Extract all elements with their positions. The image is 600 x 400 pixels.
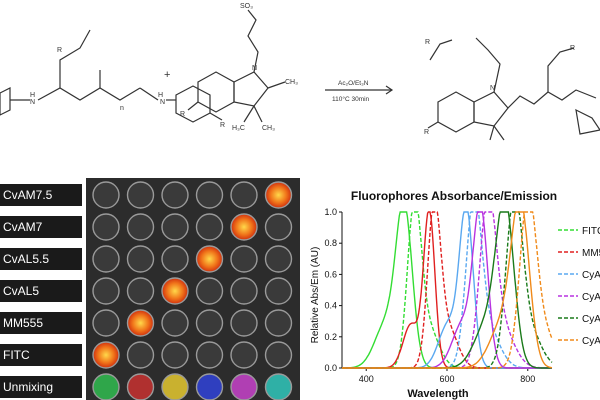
well-plate-panel: CvAM7.5 CvAM7 CvAL5.5 CvAL5 MM555 FITC U…	[0, 178, 300, 400]
unmixing-well	[161, 373, 189, 400]
signal-well	[195, 245, 224, 273]
unmixing-well	[230, 373, 258, 400]
scheme-ch3-b: CH₃	[262, 125, 275, 132]
x-tick-label: 400	[359, 374, 374, 384]
x-tick-label: 600	[439, 374, 454, 384]
x-axis-label: Wavelength	[407, 388, 469, 400]
y-tick-label: 0.8	[324, 238, 337, 248]
well	[264, 213, 293, 241]
row-label-mm555: MM555	[0, 312, 82, 334]
well	[264, 277, 293, 305]
scheme-atom-R4: R	[425, 39, 430, 46]
well	[161, 213, 189, 241]
well	[92, 181, 120, 209]
scheme-atom-R5: R	[570, 45, 575, 52]
chart-title: Fluorophores Absorbance/Emission	[351, 189, 557, 203]
well	[92, 245, 120, 273]
scheme-conditions: 110°C 30min	[332, 95, 370, 103]
sulfobutyl-chain	[247, 9, 259, 73]
well	[195, 309, 224, 337]
y-tick-label: 0.0	[324, 363, 337, 373]
spectra-chart: Fluorophores Absorbance/Emission Relativ…	[310, 189, 600, 400]
scheme-so3: SO₃	[240, 3, 253, 10]
signal-well	[161, 277, 189, 305]
legend-label: CyAL	[582, 292, 600, 303]
well	[230, 181, 258, 209]
well	[92, 309, 120, 337]
scheme-atom-R6: R	[424, 129, 429, 136]
well	[195, 341, 224, 369]
signal-well	[92, 341, 120, 369]
well	[195, 213, 224, 241]
scheme-reagents: Ac₂O/Et₃N	[338, 80, 369, 87]
well	[126, 245, 155, 273]
well	[161, 309, 189, 337]
left-phenyl-ring	[0, 87, 11, 116]
y-tick-label: 0.6	[324, 269, 337, 279]
unmixing-well	[92, 373, 120, 400]
scheme-atom-H: H	[30, 92, 35, 99]
well	[126, 181, 155, 209]
legend-label: FITC	[582, 226, 600, 237]
well	[264, 245, 293, 273]
scheme-atom-R2: R	[220, 122, 225, 129]
y-axis-label: Relative Abs/Em (AU)	[310, 247, 321, 344]
legend-label: CyAL	[582, 270, 600, 281]
well	[230, 277, 258, 305]
y-tick-label: 0.4	[324, 301, 337, 311]
legend-label: CyAM	[582, 314, 600, 325]
well	[161, 341, 189, 369]
chart-curves	[342, 211, 553, 369]
scheme-h3c: H₃C	[232, 125, 245, 132]
scheme-atom-N2: N	[160, 99, 165, 106]
row-label-cval5-5: CvAL5.5	[0, 248, 82, 270]
row-label-fitc: FITC	[0, 344, 82, 366]
well	[126, 341, 155, 369]
well	[161, 181, 189, 209]
y-tick-label: 1.0	[324, 207, 337, 217]
emission-curve	[342, 211, 553, 369]
scheme-plus: +	[164, 69, 170, 81]
scheme-atom-R: R	[57, 47, 62, 54]
chart-legend: FITC MM55 CyAL CyAL CyAM CyAM	[558, 226, 600, 347]
well-plate-background	[86, 178, 300, 400]
scheme-ch3-a: CH₃	[285, 79, 298, 86]
well	[126, 213, 155, 241]
well	[230, 309, 258, 337]
row-label-cvam7: CvAM7	[0, 216, 82, 238]
unmixing-well	[264, 373, 293, 400]
product-indole-benzene	[437, 91, 475, 133]
legend-label: CyAM	[582, 336, 600, 347]
unmixing-well	[126, 373, 155, 400]
y-tick-label: 0.2	[324, 332, 337, 342]
well	[92, 213, 120, 241]
well	[92, 277, 120, 305]
well	[161, 245, 189, 273]
scheme-atom-Nplus2: N	[490, 85, 495, 92]
well	[230, 245, 258, 273]
unmixing-well	[195, 373, 224, 400]
signal-well	[126, 309, 155, 337]
scheme-atom-R3: R	[180, 111, 185, 118]
well-grid	[92, 181, 293, 400]
well	[230, 341, 258, 369]
row-label-cval5: CvAL5	[0, 280, 82, 302]
signal-well	[230, 213, 258, 241]
well	[126, 277, 155, 305]
scheme-atom-H2: H	[158, 92, 163, 99]
absorbance-curve	[342, 211, 552, 369]
legend-label: MM55	[582, 248, 600, 259]
scheme-atom-N: N	[30, 99, 35, 106]
signal-well	[264, 181, 293, 209]
scheme-atom-Nplus: N	[252, 65, 257, 72]
row-label-unmixing: Unmixing	[0, 376, 82, 398]
well	[195, 181, 224, 209]
reaction-scheme: R H N n H N R + SO₃ N CH₃ CH₃ H₃C R Ac₂O…	[0, 3, 600, 141]
well	[264, 309, 293, 337]
x-tick-label: 800	[520, 374, 535, 384]
well	[264, 341, 293, 369]
row-label-cvam7-5: CvAM7.5	[0, 184, 82, 206]
well	[195, 277, 224, 305]
scheme-atom-n: n	[120, 105, 124, 112]
